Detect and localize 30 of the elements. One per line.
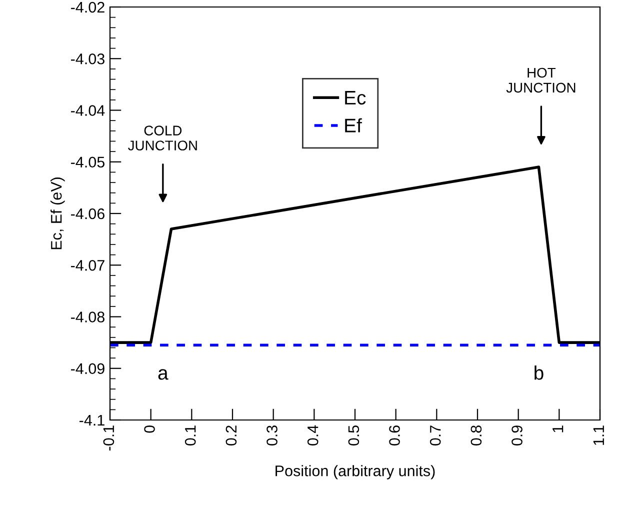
x-tick-label: 1.1 bbox=[593, 426, 604, 445]
x-tick-label: 0.5 bbox=[348, 426, 360, 446]
annotation: a bbox=[158, 369, 168, 380]
x-tick-label: 1 bbox=[552, 426, 564, 432]
x-tick-label: 0.9 bbox=[512, 426, 522, 446]
y-tick-label: -4.1 bbox=[79, 415, 104, 426]
x-tick-label: -0.1 bbox=[103, 426, 114, 451]
x-tick-label: 0 bbox=[144, 425, 155, 433]
x-tick-label: 0.1 bbox=[184, 426, 196, 446]
y-axis-title: Ec, Ef (eV) bbox=[50, 178, 65, 250]
x-tick-label: 0.7 bbox=[430, 426, 441, 446]
x-tick-label: 0.6 bbox=[389, 426, 400, 446]
y-tick-label: -4.02 bbox=[71, 2, 104, 13]
y-tick-label: -4.08 bbox=[71, 312, 104, 322]
x-tick-label: 0.4 bbox=[307, 425, 318, 446]
annotation: HOT JUNCTION bbox=[506, 68, 576, 93]
legend-label: Ef bbox=[345, 118, 362, 132]
x-tick-label: 0.8 bbox=[470, 426, 482, 446]
x-tick-label: 0.2 bbox=[226, 426, 237, 446]
y-tick-label: -4.03 bbox=[71, 53, 104, 64]
x-tick-label: 0.3 bbox=[266, 426, 278, 446]
y-tick-label: -4.04 bbox=[71, 105, 105, 116]
annotation: COLD JUNCTION bbox=[128, 126, 197, 150]
y-tick-label: -4.06 bbox=[71, 208, 104, 220]
y-tick-label: -4.07 bbox=[71, 260, 104, 271]
y-tick-label: -4.05 bbox=[71, 156, 104, 168]
annotation: b bbox=[534, 366, 544, 380]
legend-label: Ec bbox=[345, 91, 366, 105]
y-tick-label: -4.09 bbox=[71, 363, 104, 374]
x-axis-title: Position (arbitrary units) bbox=[276, 465, 435, 480]
